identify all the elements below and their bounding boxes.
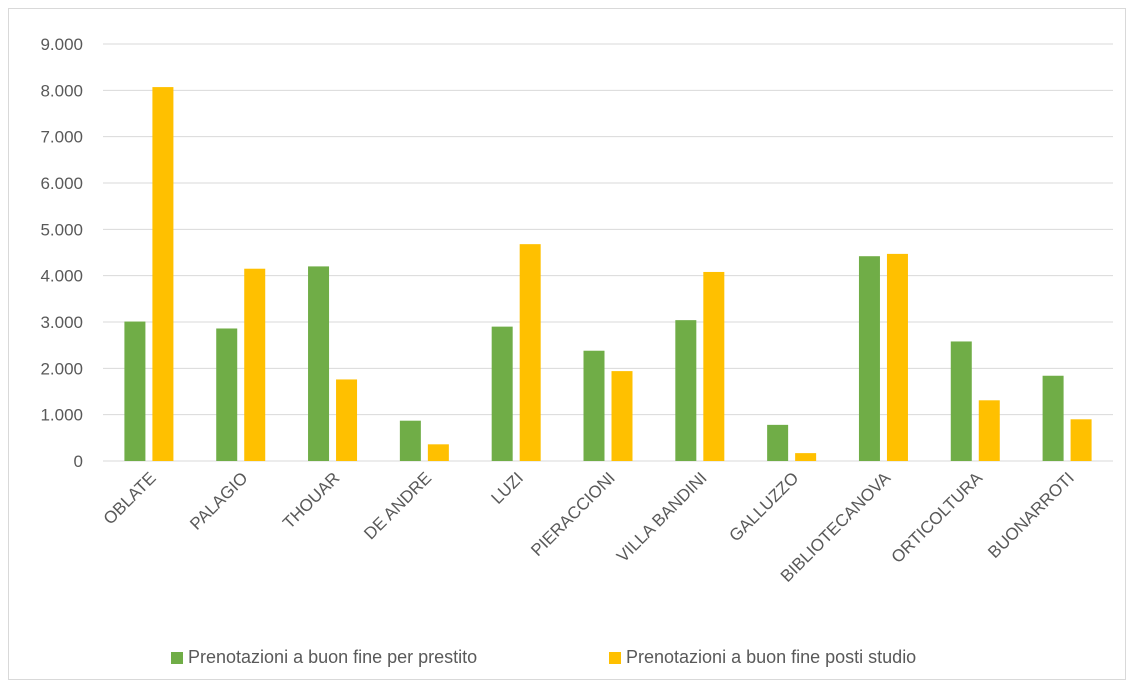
legend: Prenotazioni a buon fine per prestito Pre…: [171, 647, 916, 667]
legend-label: Prenotazioni a buon fine posti studio: [626, 647, 916, 667]
y-tick-label: 1.000: [40, 406, 83, 425]
x-tick-label: ORTICOLTURA: [888, 468, 987, 567]
bar-prestito-thouar: [308, 266, 330, 461]
bar-posti-studio-oblate: [152, 87, 174, 461]
x-tick-label: VILLA BANDINI: [613, 468, 711, 566]
bar-prestito-pieraccioni: [583, 350, 605, 461]
y-tick-label: 9.000: [40, 35, 83, 54]
x-axis: OBLATE PALAGIO THOUAR DE ANDRE LUZI PIERACCIO…: [100, 468, 1078, 586]
y-tick-label: 2.000: [40, 359, 83, 378]
bar-posti-studio-thouar: [336, 379, 358, 461]
bar-posti-studio-orticoltura: [978, 400, 1000, 461]
x-tick-label: DE ANDRE: [360, 468, 435, 543]
bar-posti-studio-bibliotecanova: [886, 253, 908, 461]
y-tick-label: 4.000: [40, 267, 83, 286]
bar-posti-studio-villa-bandini: [703, 271, 725, 461]
x-tick-label: THOUAR: [279, 468, 343, 532]
legend-swatch: [609, 652, 621, 664]
gridlines: [103, 43, 1113, 462]
y-axis: 0 1.000 2.000 3.000 4.000 5.000 6.000 7.000 8.00…: [40, 35, 83, 471]
bar-chart: 0 1.000 2.000 3.000 4.000 5.000 6.000 7.000 8.00…: [40, 35, 1113, 667]
bar-prestito-oblate: [124, 321, 146, 461]
x-tick-label: PIERACCIONI: [527, 468, 619, 560]
x-tick-label: GALLUZZO: [726, 468, 803, 545]
chart-frame: 0 1.000 2.000 3.000 4.000 5.000 6.000 7.000 8.00…: [8, 8, 1126, 680]
y-tick-label: 5.000: [40, 220, 83, 239]
bar-posti-studio-galluzzo: [795, 453, 817, 461]
x-tick-label: PALAGIO: [186, 468, 251, 533]
bar-posti-studio-palagio: [244, 268, 266, 461]
legend-label: Prenotazioni a buon fine per prestito: [188, 647, 477, 667]
bars: [124, 87, 1092, 461]
bar-prestito-bibliotecanova: [858, 256, 880, 461]
bar-posti-studio-pieraccioni: [611, 371, 633, 461]
bar-prestito-de-andre: [399, 420, 421, 461]
bar-posti-studio-buonarroti: [1070, 419, 1092, 461]
bar-posti-studio-luzi: [519, 244, 541, 461]
y-tick-label: 3.000: [40, 313, 83, 332]
bar-prestito-galluzzo: [767, 424, 789, 461]
y-tick-label: 0: [74, 452, 83, 471]
legend-swatch: [171, 652, 183, 664]
x-tick-label: OBLATE: [100, 468, 160, 528]
bar-prestito-buonarroti: [1042, 375, 1064, 461]
y-tick-label: 6.000: [40, 174, 83, 193]
x-tick-label: BUONARROTI: [984, 468, 1078, 562]
bar-prestito-orticoltura: [950, 341, 972, 461]
y-tick-label: 7.000: [40, 128, 83, 147]
bar-posti-studio-de-andre: [427, 444, 449, 461]
bar-prestito-villa-bandini: [675, 320, 697, 461]
x-tick-label: LUZI: [488, 468, 527, 507]
y-tick-label: 8.000: [40, 81, 83, 100]
bar-prestito-palagio: [216, 328, 238, 461]
bar-prestito-luzi: [491, 326, 513, 461]
